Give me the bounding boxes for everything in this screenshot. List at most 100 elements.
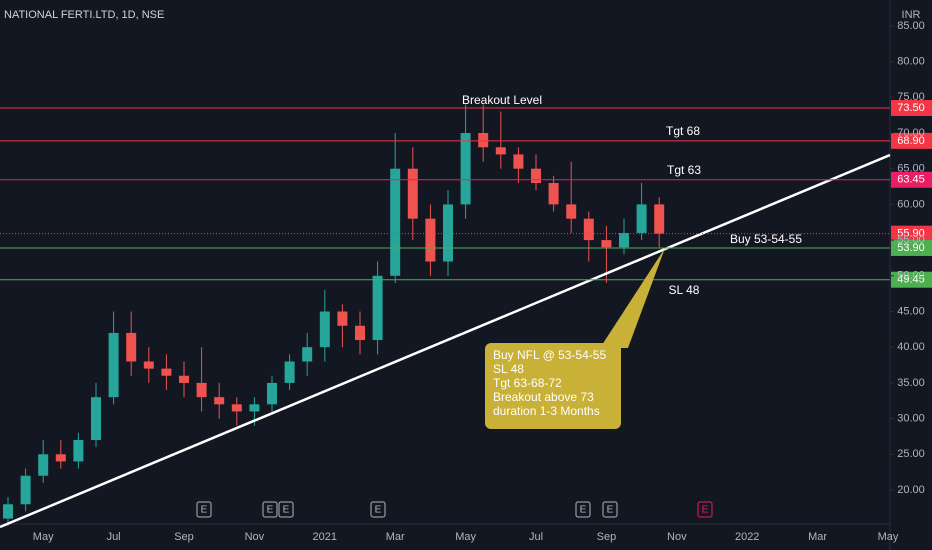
callout-line: duration 1-3 Months [493,404,600,418]
candle-body [531,168,541,183]
candle-body [566,204,577,219]
callout-line: SL 48 [493,362,524,376]
event-label: E [267,505,274,516]
event-marker [196,501,212,518]
y-tick-label: 55.00 [897,234,925,246]
event-label: E [283,505,290,516]
candle-body [3,504,13,519]
callout-line: Buy NFL @ 53-54-55 [493,348,606,362]
y-tick-label: 80.00 [897,56,925,68]
level-label: 73.50 [897,102,925,114]
candle-body [249,404,260,412]
candle-body [443,204,453,262]
level-label-bg [891,239,932,256]
x-tick-label: Nov [245,531,265,543]
candle-body [654,204,665,234]
event-label: E [201,505,208,516]
x-tick-label: Jul [107,531,121,543]
candle-body [513,154,524,169]
level-note: SL 48 [669,283,700,297]
candle-body [108,332,119,398]
callout-pointer [600,248,665,348]
event-marker [575,501,591,518]
x-tick-label: Jul [529,531,543,543]
candle-body [55,454,66,462]
candle-body [38,454,49,476]
x-tick-label: 2022 [735,531,759,543]
event-marker [278,501,294,518]
level-label-bg [891,171,932,188]
candle-body [20,475,31,505]
levels: 73.50 Breakout Level 68.90 Tgt 68 63.45 Tgt 6… [0,93,932,297]
y-tick-label: 70.00 [897,127,925,139]
y-tick-label: 40.00 [897,341,925,353]
level-note: Buy 53-54-55 [730,232,802,246]
callout-line: Breakout above 73 [493,390,594,404]
candle-body [548,182,559,205]
y-tick-label: 45.00 [897,305,925,317]
candle-body [337,311,348,326]
x-tick-label: Sep [174,531,194,543]
event-marker [370,501,386,518]
candle-body [478,133,489,148]
level-label: 49.45 [897,274,925,286]
currency: INR [902,9,921,21]
level-label-bg [891,225,932,242]
y-tick-label: 85.00 [897,20,925,32]
candle-body [636,204,647,233]
level-note: Tgt 68 [666,124,700,138]
candle-body [583,218,594,241]
y-tick-label: 25.00 [897,448,925,460]
candle-body [73,440,84,462]
candle-body [319,311,330,348]
level-label-bg [891,132,932,149]
callout-box [485,343,621,429]
level-note: Breakout Level [462,93,542,107]
candle-body [601,240,612,248]
candles [3,104,665,526]
x-tick-label: Mar [386,531,405,543]
candle-body [284,361,295,383]
candle-body [372,275,383,341]
candle-body [214,397,225,405]
event-label: E [375,505,382,516]
candle-body [161,368,172,376]
chart-title: NATIONAL FERTI.LTD, 1D, NSE [4,9,164,21]
level-label: 55.90 [897,228,925,240]
callout-line: Tgt 63-68-72 [493,376,562,390]
x-tick-label: May [878,531,899,543]
level-label-bg [891,271,932,288]
candle-body [196,382,207,398]
x-tick-label: 2021 [313,531,337,543]
candle-body [91,397,101,441]
level-label: 63.45 [897,174,925,186]
trendline [0,153,891,529]
y-tick-label: 30.00 [897,413,925,425]
candle-body [460,133,471,205]
y-tick-label: 20.00 [897,484,925,496]
candle-body [267,382,277,405]
x-tick-label: May [33,531,54,543]
candle-body [302,347,313,362]
level-label: 68.90 [897,135,925,147]
candle-body [143,361,154,369]
candle-body [425,218,436,262]
event-marker [262,501,278,518]
candle-body [407,168,418,219]
candle-body [390,168,401,276]
event-marker [697,501,713,518]
candle-body [179,375,189,383]
level-note: Tgt 63 [667,163,701,177]
level-label-bg [891,100,932,117]
candle-body [619,232,629,248]
candle-body [126,332,137,362]
candle-body [355,325,365,341]
candle-body [495,147,506,155]
event-marker [602,501,618,518]
y-tick-label: 65.00 [897,163,925,175]
